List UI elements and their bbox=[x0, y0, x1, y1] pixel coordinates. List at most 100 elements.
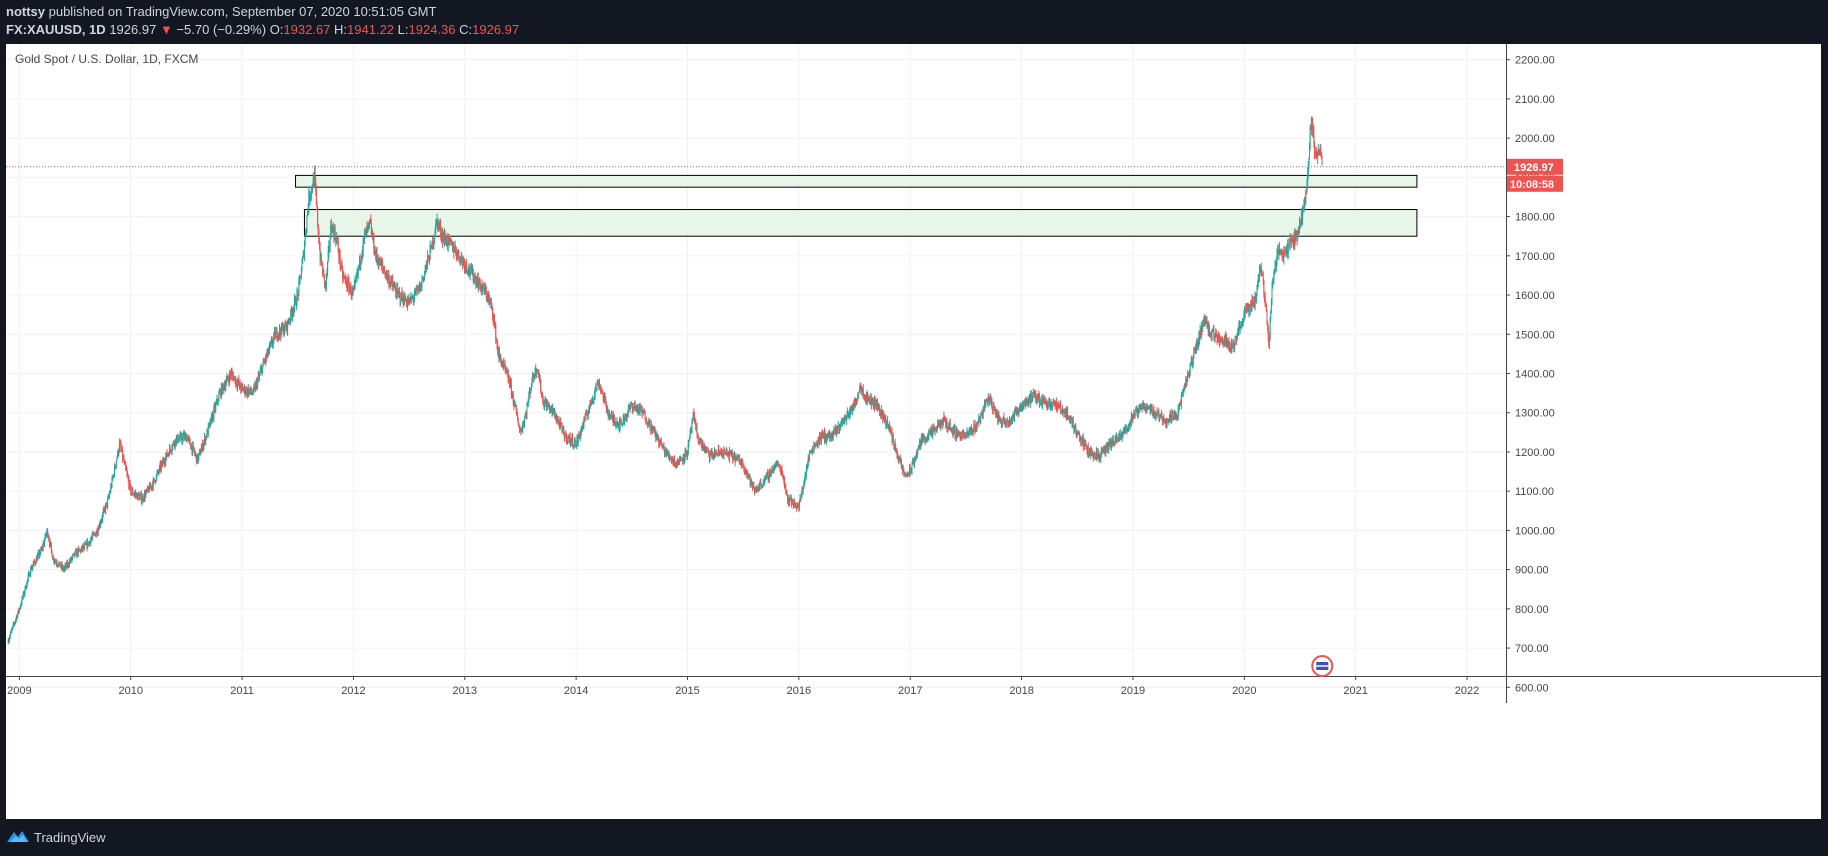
candle-body bbox=[220, 390, 222, 397]
candle-body bbox=[860, 385, 862, 392]
candle-body bbox=[249, 388, 251, 392]
candle-body bbox=[207, 425, 209, 435]
candle-body bbox=[294, 298, 296, 300]
candle-body bbox=[918, 441, 920, 447]
candle-body bbox=[209, 422, 211, 426]
candle-body bbox=[130, 492, 132, 494]
candle-body bbox=[15, 619, 17, 622]
candle-body bbox=[547, 405, 549, 407]
publish-info: nottsy published on TradingView.com, Sep… bbox=[6, 4, 436, 19]
candle-body bbox=[204, 437, 206, 443]
price-tick-label: 1500.00 bbox=[1515, 329, 1555, 341]
candle-body bbox=[747, 475, 749, 477]
candle-body bbox=[495, 339, 497, 341]
candle-body bbox=[695, 426, 697, 429]
candle-body bbox=[370, 223, 372, 234]
candle-body bbox=[1185, 379, 1187, 386]
candle-body bbox=[813, 444, 815, 447]
candle-body bbox=[1309, 127, 1311, 148]
candle-body bbox=[123, 457, 125, 462]
candle-body bbox=[258, 375, 260, 377]
candle-body bbox=[1033, 392, 1035, 394]
candle-body bbox=[1146, 406, 1148, 410]
candle-body bbox=[661, 444, 663, 449]
candle-body bbox=[734, 454, 736, 462]
candle-body bbox=[802, 487, 804, 491]
candle-body bbox=[1139, 406, 1141, 409]
candle-body bbox=[788, 497, 790, 504]
candle-body bbox=[771, 469, 773, 473]
candle-body bbox=[901, 465, 903, 467]
candle-body bbox=[1094, 453, 1096, 454]
candle-body bbox=[664, 451, 666, 455]
candle-body bbox=[50, 541, 52, 545]
candle-body bbox=[263, 361, 265, 363]
candle-body bbox=[455, 247, 457, 252]
candle-body bbox=[203, 437, 205, 442]
candle-body bbox=[95, 533, 97, 537]
candle-body bbox=[970, 431, 972, 433]
candle-body bbox=[1180, 395, 1182, 406]
candle-body bbox=[12, 626, 14, 629]
candle-body bbox=[1290, 238, 1292, 240]
candle-body bbox=[433, 238, 435, 244]
candle-body bbox=[710, 454, 712, 455]
candle-body bbox=[322, 270, 324, 274]
candle-body bbox=[878, 406, 880, 412]
footer-brand[interactable]: TradingView bbox=[34, 830, 106, 845]
candle-body bbox=[778, 463, 780, 467]
candle-body bbox=[399, 293, 401, 302]
candle-body bbox=[867, 396, 869, 398]
candle-body bbox=[1061, 409, 1063, 412]
candle-body bbox=[288, 322, 290, 324]
candle-body bbox=[890, 431, 892, 433]
candle-body bbox=[213, 406, 215, 408]
candle-body bbox=[1145, 408, 1147, 410]
candle-body bbox=[259, 371, 261, 375]
candle-body bbox=[380, 260, 382, 265]
chart-panel[interactable]: 600.00 700.00 800.00 900.00 1000.00 1100.00 12… bbox=[6, 44, 1821, 819]
author-name[interactable]: nottsy bbox=[6, 4, 45, 19]
candle-body bbox=[145, 489, 147, 493]
candle-body bbox=[395, 293, 397, 297]
candle-body bbox=[373, 236, 375, 251]
candle-body bbox=[706, 448, 708, 450]
candle-body bbox=[208, 424, 210, 426]
candle-body bbox=[932, 430, 934, 436]
candle-body bbox=[997, 414, 999, 422]
candle-body bbox=[615, 423, 617, 425]
candle-body bbox=[628, 406, 630, 408]
candle-body bbox=[720, 452, 722, 453]
candle-body bbox=[1096, 451, 1098, 456]
price-tick-label: 2200.00 bbox=[1515, 55, 1555, 67]
candle-body bbox=[795, 507, 797, 509]
candle-body bbox=[1019, 409, 1021, 411]
candle-body bbox=[689, 433, 691, 437]
candle-body bbox=[1091, 452, 1093, 454]
candle-body bbox=[579, 434, 581, 437]
candle-body bbox=[333, 229, 335, 238]
candle-body bbox=[497, 344, 499, 351]
tradingview-logo-icon[interactable] bbox=[6, 829, 30, 843]
candle-body bbox=[1296, 235, 1298, 239]
candle-body bbox=[1157, 412, 1159, 413]
candle-body bbox=[767, 472, 769, 475]
candle-body bbox=[558, 420, 560, 424]
candle-body bbox=[309, 196, 311, 200]
price-chart[interactable]: 600.00700.00800.00900.001000.001100.0012… bbox=[6, 44, 1821, 819]
candle-body bbox=[135, 493, 137, 495]
candle-body bbox=[1229, 345, 1231, 349]
candle-body bbox=[483, 289, 485, 294]
candle-body bbox=[435, 220, 437, 224]
candle-body bbox=[1304, 199, 1306, 202]
candle-body bbox=[367, 224, 369, 227]
candle-body bbox=[316, 202, 318, 209]
candle-body bbox=[237, 382, 239, 387]
candle-body bbox=[74, 551, 76, 556]
candle-body bbox=[792, 504, 794, 506]
candle-body bbox=[620, 419, 622, 423]
candle-body bbox=[162, 460, 164, 464]
candle-body bbox=[698, 440, 700, 444]
candle-body bbox=[277, 338, 279, 339]
candle-body bbox=[404, 295, 406, 301]
